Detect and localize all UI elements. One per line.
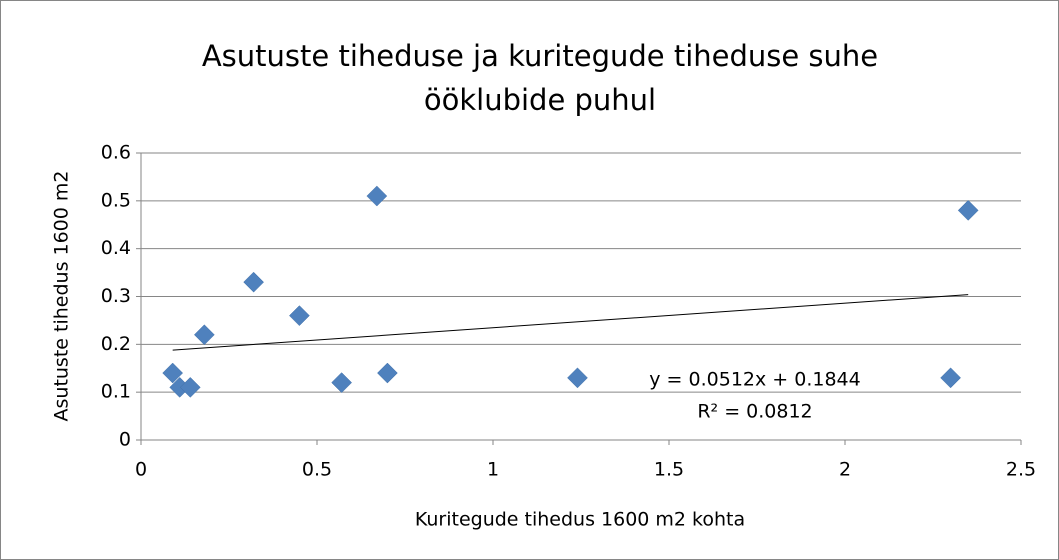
x-axis-label: Kuritegude tihedus 1600 m2 kohta — [415, 509, 745, 531]
x-tick-label: 2 — [839, 459, 851, 481]
y-tick-label: 0.2 — [101, 333, 131, 355]
data-point — [567, 367, 588, 389]
data-point — [940, 367, 961, 389]
y-tick-label: 0.3 — [101, 285, 131, 307]
y-axis-label: Asutuste tihedus 1600 m2 — [51, 171, 73, 422]
data-point — [179, 377, 201, 398]
x-tick-label: 1.5 — [654, 459, 684, 481]
y-tick-label: 0.6 — [101, 142, 131, 164]
y-tick-label: 0.1 — [101, 381, 131, 403]
x-tick-label: 0 — [135, 459, 147, 481]
r-squared: R² = 0.0812 — [697, 401, 812, 423]
data-point — [194, 324, 215, 346]
data-point — [243, 271, 264, 293]
data-point — [331, 372, 352, 393]
chart-title: ööklubide puhul — [424, 83, 656, 117]
x-tick-label: 2.5 — [1006, 459, 1036, 481]
x-tick-label: 1 — [487, 459, 499, 481]
data-point — [377, 362, 398, 384]
y-tick-label: 0.4 — [101, 237, 131, 259]
y-tick-label: 0.5 — [101, 189, 131, 211]
x-tick-label: 0.5 — [302, 459, 332, 481]
data-point — [289, 305, 310, 326]
data-point — [957, 200, 979, 221]
data-point — [366, 185, 388, 207]
y-tick-label: 0 — [119, 429, 131, 451]
trendline-equation: y = 0.0512x + 0.1844 — [649, 369, 860, 391]
trendline — [172, 294, 969, 351]
data-point — [162, 362, 184, 384]
chart-title: Asutuste tiheduse ja kuritegude tiheduse… — [202, 39, 878, 73]
